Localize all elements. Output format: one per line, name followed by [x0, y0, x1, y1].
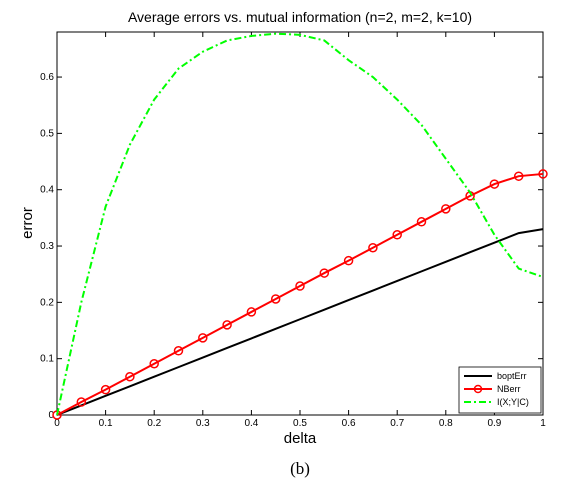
data-point-nberr — [100, 384, 111, 395]
y-tick-label: 0 — [48, 410, 54, 421]
x-tick-label: 0.4 — [244, 418, 258, 429]
legend-label-bopterr: boptErr — [497, 371, 527, 381]
data-point-nberr — [76, 397, 87, 407]
x-tick-label: 0.6 — [342, 418, 356, 429]
data-point-nberr — [538, 169, 548, 179]
x-tick-label: 0.5 — [293, 418, 307, 429]
x-tick-label: 0.1 — [99, 418, 113, 429]
data-point-nberr — [149, 358, 159, 369]
data-point-nberr — [513, 171, 524, 181]
data-point-nberr — [368, 242, 378, 253]
series-line-bopterr — [56, 228, 544, 416]
x-tick-label: 0.3 — [196, 418, 210, 429]
legend: boptErr NBerr I(X;Y|C) — [458, 366, 542, 414]
series-layer — [52, 32, 548, 420]
legend-marker-nberr — [473, 384, 483, 394]
y-tick-label: 0.3 — [40, 241, 54, 252]
x-tick-label: 0.8 — [439, 418, 453, 429]
plot-frame — [56, 31, 544, 416]
data-point-nberr — [173, 346, 184, 356]
y-tick-label: 0.4 — [40, 185, 54, 196]
x-tick-label: 0.2 — [147, 418, 161, 429]
y-axis: 0 0.1 0.2 0.3 0.4 0.5 0.6 — [40, 72, 543, 421]
x-tick-label: 0 — [54, 418, 60, 429]
data-point-nberr — [392, 230, 402, 240]
figure-caption: (b) — [290, 459, 310, 478]
legend-label-nberr: NBerr — [497, 384, 521, 394]
data-point-nberr — [246, 307, 257, 317]
data-point-nberr — [295, 281, 305, 291]
data-point-nberr — [489, 179, 500, 189]
x-tick-label: 0.9 — [487, 418, 501, 429]
x-axis: 0 0.1 0.2 0.3 0.4 0.5 0.6 0.7 0.8 0.9 1 — [54, 32, 546, 429]
y-tick-label: 0.5 — [40, 128, 54, 139]
y-tick-label: 0.2 — [40, 297, 54, 308]
data-point-nberr — [198, 333, 208, 343]
data-point-nberr — [343, 255, 354, 266]
series-line-nberr — [56, 172, 544, 416]
y-tick-label: 0.1 — [40, 354, 54, 365]
x-tick-label: 1 — [540, 418, 546, 429]
data-point-nberr — [441, 204, 451, 214]
y-tick-label: 0.6 — [40, 72, 54, 83]
chart-title: Average errors vs. mutual information (n… — [128, 9, 472, 25]
data-point-nberr — [319, 268, 330, 278]
series-line-i-x-y-c — [56, 32, 544, 416]
data-point-nberr — [222, 320, 232, 330]
x-axis-label: delta — [284, 430, 317, 447]
y-axis-label: error — [19, 207, 36, 239]
legend-label-i-x-y-c: I(X;Y|C) — [497, 397, 529, 407]
data-point-nberr — [416, 217, 427, 227]
x-tick-label: 0.7 — [390, 418, 404, 429]
data-point-nberr — [270, 294, 281, 304]
data-point-nberr — [125, 371, 135, 382]
